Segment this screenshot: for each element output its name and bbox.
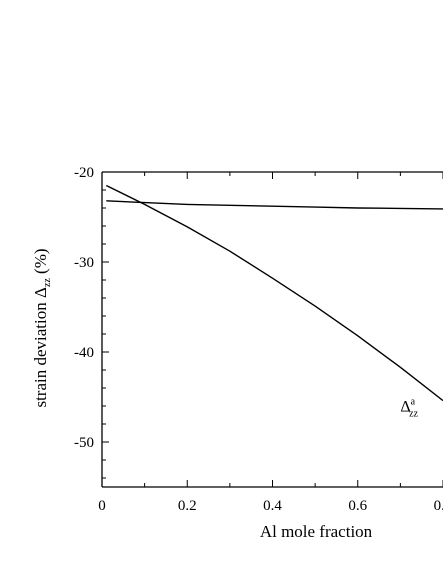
y-tick-label: -30 — [74, 255, 94, 271]
y-axis-title-subscript: zz — [42, 278, 53, 287]
annotations: Δa zz — [400, 396, 418, 419]
axis-titles: Al mole fraction strain deviation Δzz (%… — [31, 248, 373, 541]
ticks — [101, 171, 443, 487]
y-tick-label: -40 — [74, 345, 94, 361]
y-tick-label: -50 — [74, 435, 94, 451]
x-tick-label: 0.8 — [434, 498, 443, 514]
annotation-subscript: zz — [409, 408, 418, 419]
x-tick-label: 0.6 — [348, 498, 367, 514]
x-axis-title: Al mole fraction — [260, 522, 373, 541]
x-tick-label: 0 — [98, 498, 106, 514]
y-axis-title: strain deviation Δzz (%) — [31, 248, 53, 407]
annotation-base: Δ — [400, 398, 410, 415]
x-tick-label: 0.2 — [178, 498, 197, 514]
curve-annotation: Δa zz — [400, 396, 418, 419]
axes — [101, 171, 443, 488]
series — [105, 184, 443, 402]
series-line-1 — [106, 200, 443, 210]
x-tick-label: 0.4 — [263, 498, 282, 514]
y-axis-title-base: strain deviation Δ — [31, 287, 50, 408]
series-line-2 — [105, 184, 443, 402]
tick-labels: 0 0.2 0.4 0.6 0.8 -20 -30 -40 -50 — [74, 165, 443, 514]
y-axis-title-suffix: (%) — [31, 248, 50, 278]
annotation-superscript: a — [411, 396, 416, 407]
y-tick-label: -20 — [74, 165, 94, 181]
